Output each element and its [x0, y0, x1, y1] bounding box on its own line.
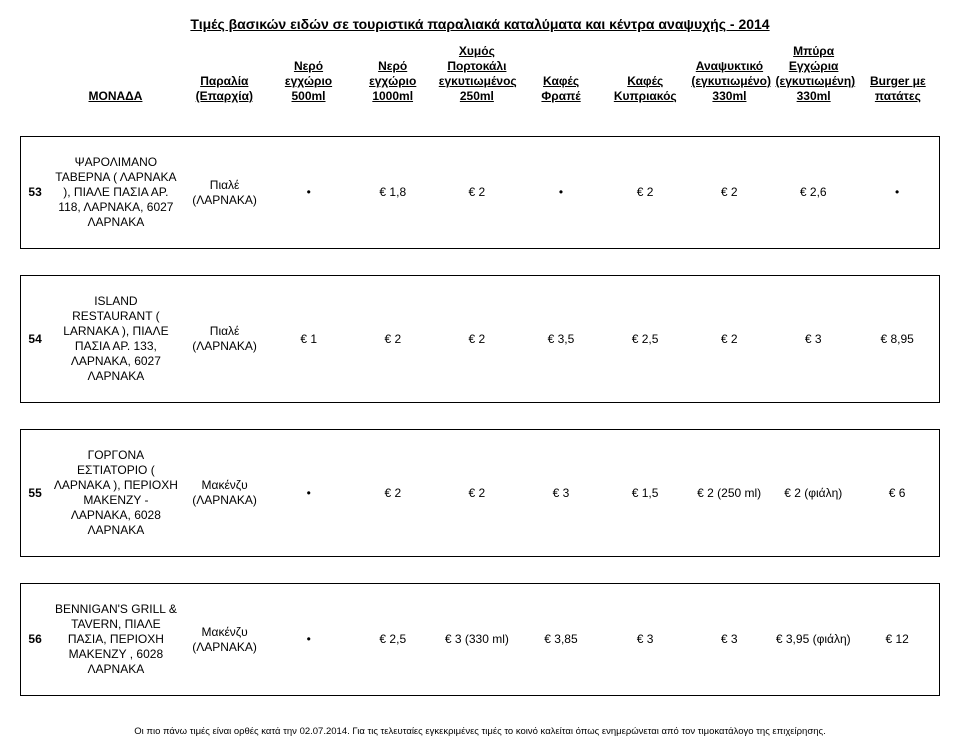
cell: € 3,5: [519, 276, 603, 403]
cell: € 2: [351, 276, 435, 403]
cell: € 3: [771, 276, 855, 403]
table-row: 56 BENNIGAN'S GRILL & TAVERN, ΠΙΑΛΕ ΠΑΣΙ…: [20, 583, 940, 696]
cell: € 3: [687, 584, 771, 696]
row-number: 54: [21, 276, 50, 403]
unit-location: Πιαλέ (ΛΑΡΝΑΚΑ): [183, 137, 267, 249]
cell: •: [267, 584, 351, 696]
header-beach: Παραλία (Επαρχία): [182, 42, 266, 110]
header-water1000: Νερό εγχώριο 1000ml: [351, 42, 435, 110]
cell: € 3 (330 ml): [435, 584, 519, 696]
header-juice: Χυμός Πορτοκάλι εγκυτιωμένος 250ml: [435, 42, 519, 110]
cell: € 6: [855, 430, 939, 557]
cell: € 1: [267, 276, 351, 403]
row-number: 55: [21, 430, 50, 557]
cell: € 8,95: [855, 276, 939, 403]
table-row: 55 ΓΟΡΓΟΝΑ ΕΣΤΙΑΤΟΡΙΟ ( ΛΑΡΝΑΚΑ ), ΠΕΡΙΟ…: [20, 429, 940, 557]
cell: € 2: [603, 137, 687, 249]
cell: € 12: [855, 584, 939, 696]
cell: € 3,95 (φιάλη): [771, 584, 855, 696]
cell: € 2: [687, 276, 771, 403]
cell: € 3: [603, 584, 687, 696]
cell: € 1,8: [351, 137, 435, 249]
cell: € 2 (φιάλη): [771, 430, 855, 557]
unit-name: ΨΑΡΟΛΙΜΑΝΟ ΤΑΒΕΡΝΑ ( ΛΑΡΝΑΚΑ ), ΠΙΑΛΕ ΠΑ…: [49, 137, 182, 249]
cell: € 2,5: [603, 276, 687, 403]
cell: € 2: [687, 137, 771, 249]
cell: € 2: [435, 137, 519, 249]
cell: € 3: [519, 430, 603, 557]
unit-name: ΓΟΡΓΟΝΑ ΕΣΤΙΑΤΟΡΙΟ ( ΛΑΡΝΑΚΑ ), ΠΕΡΙΟΧΗ …: [49, 430, 182, 557]
page-title: Τιμές βασικών ειδών σε τουριστικά παραλι…: [20, 16, 940, 32]
table-row: 53 ΨΑΡΟΛΙΜΑΝΟ ΤΑΒΕΡΝΑ ( ΛΑΡΝΑΚΑ ), ΠΙΑΛΕ…: [20, 136, 940, 249]
header-softdrink: Αναψυκτικό (εγκυτιωμένο) 330ml: [687, 42, 771, 110]
unit-name: ISLAND RESTAURANT ( LARNAKA ), ΠΙΑΛΕ ΠΑΣ…: [49, 276, 182, 403]
header-blank: [20, 42, 49, 110]
unit-location: Μακένζυ (ΛΑΡΝΑΚΑ): [183, 584, 267, 696]
header-frappe: Καφές Φραπέ: [519, 42, 603, 110]
cell: •: [855, 137, 939, 249]
column-header-table: ΜΟΝΑΔΑ Παραλία (Επαρχία) Νερό εγχώριο 50…: [20, 42, 940, 110]
cell: € 2 (250 ml): [687, 430, 771, 557]
row-number: 53: [21, 137, 50, 249]
cell: •: [267, 137, 351, 249]
cell: € 2: [435, 276, 519, 403]
cell: •: [519, 137, 603, 249]
header-burger: Burger με πατάτες: [856, 42, 940, 110]
cell: € 3,85: [519, 584, 603, 696]
cell: € 2,5: [351, 584, 435, 696]
footnote: Οι πιο πάνω τιμές είναι ορθές κατά την 0…: [20, 726, 940, 737]
unit-location: Πιαλέ (ΛΑΡΝΑΚΑ): [183, 276, 267, 403]
row-number: 56: [21, 584, 50, 696]
cell: € 2,6: [771, 137, 855, 249]
unit-location: Μακένζυ (ΛΑΡΝΑΚΑ): [183, 430, 267, 557]
cell: € 2: [351, 430, 435, 557]
header-beer: Μπύρα Εγχώρια (εγκυτιωμένη) 330ml: [772, 42, 856, 110]
header-cypriot-coffee: Καφές Κυπριακός: [603, 42, 687, 110]
table-row: 54 ISLAND RESTAURANT ( LARNAKA ), ΠΙΑΛΕ …: [20, 275, 940, 403]
cell: € 1,5: [603, 430, 687, 557]
unit-name: BENNIGAN'S GRILL & TAVERN, ΠΙΑΛΕ ΠΑΣΙΑ, …: [49, 584, 182, 696]
header-unit: ΜΟΝΑΔΑ: [49, 42, 182, 110]
header-water500: Νερό εγχώριο 500ml: [266, 42, 350, 110]
cell: •: [267, 430, 351, 557]
cell: € 2: [435, 430, 519, 557]
